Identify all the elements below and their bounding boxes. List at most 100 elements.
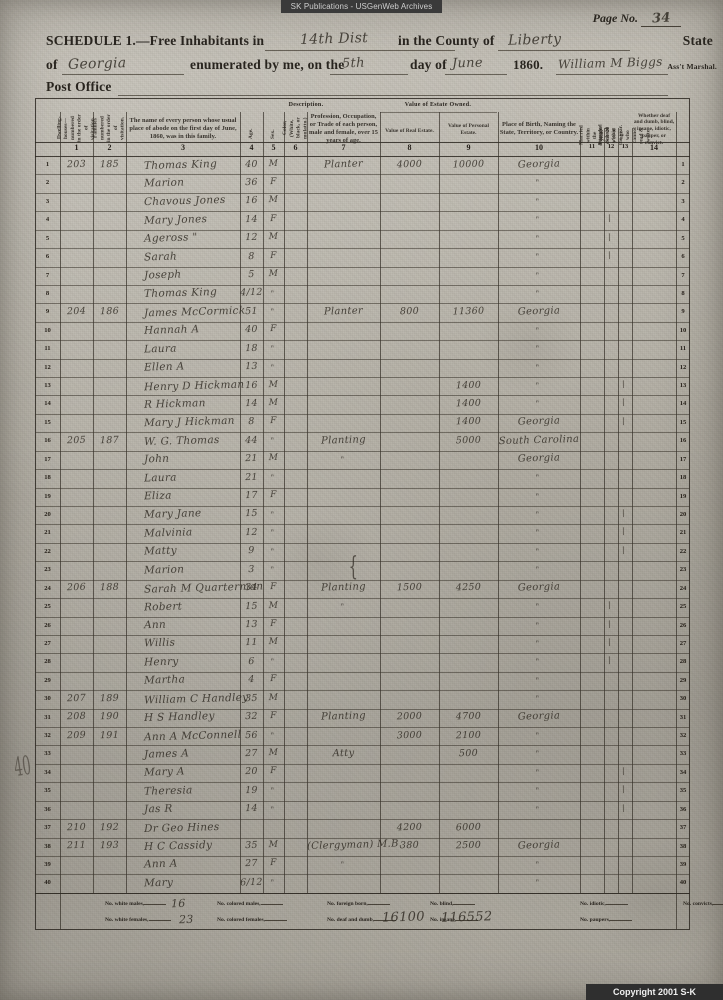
- watermark-bottom: Copyright 2001 S-K Publications: [586, 984, 723, 1000]
- column-header-2: Families numbered in the order of visita…: [92, 114, 126, 142]
- cell-3: Jas R: [143, 802, 173, 816]
- colnum-bottom-rule: [35, 156, 690, 157]
- column-number-3: 3: [181, 143, 185, 152]
- column-number-9: 9: [466, 143, 471, 152]
- cell-8: 1500: [396, 581, 423, 594]
- cell-4: 8: [248, 416, 255, 428]
- row-number: 1: [681, 161, 685, 168]
- row-number: 37: [679, 824, 687, 832]
- cell-5: M: [268, 268, 279, 280]
- cell-9: 2500: [455, 839, 482, 852]
- marshal-label: Ass't Marshal.: [667, 62, 717, 71]
- footer-idiotic-label: No. idiotic,: [580, 901, 606, 907]
- row-number: 39: [679, 860, 687, 868]
- column-header-10: Place of Birth, Naming the State, Territ…: [499, 121, 579, 136]
- row-divider: [35, 708, 690, 710]
- cell-10: Georgia: [517, 157, 561, 171]
- cell-2: 190: [99, 710, 120, 723]
- schedule-title: —Free Inhabitants in: [135, 33, 265, 48]
- day-value: 5th: [341, 55, 365, 72]
- row-number: 40: [44, 879, 51, 887]
- county-label: in the County of: [398, 33, 495, 48]
- row-number: 7: [681, 271, 685, 279]
- row-divider: [35, 229, 690, 231]
- row-divider: [35, 358, 690, 360]
- cell-8: 800: [399, 305, 420, 318]
- cell-4: 17: [244, 489, 258, 502]
- cell-4: 44: [244, 434, 258, 446]
- cell-3: W. G. Thomas: [143, 433, 220, 448]
- cell-7: Atty: [332, 747, 355, 760]
- footer-colored-females-label: No. colored females,: [217, 917, 266, 923]
- footer-deaf-dumb-blank: [374, 920, 397, 921]
- cell-5: F: [270, 489, 277, 501]
- cell-2: 193: [99, 839, 120, 852]
- cell-8: 4200: [396, 821, 423, 833]
- cell-4: 36: [244, 176, 258, 189]
- row-number: 30: [44, 695, 51, 703]
- cell-3: Matty: [143, 544, 178, 558]
- cell-1: 206: [66, 581, 87, 594]
- cell-3: Willis: [143, 636, 176, 650]
- column-divider: [632, 128, 633, 893]
- cell-7: (Clergyman) M.B.: [306, 838, 403, 853]
- row-number: 5: [45, 234, 50, 242]
- cell-3: Theresia: [143, 784, 193, 798]
- cell-5: F: [270, 213, 277, 224]
- row-number: 34: [44, 768, 51, 776]
- row-number: 17: [44, 455, 51, 463]
- month-blank: [445, 74, 507, 75]
- cell-7: Planting: [320, 581, 367, 594]
- cell-5: M: [268, 379, 279, 390]
- footer-foreign-born-label: No. foreign born,: [327, 901, 368, 907]
- cell-4: 21: [244, 453, 258, 465]
- county-value: Liberty: [507, 31, 562, 49]
- cell-1: 205: [66, 434, 87, 447]
- column-number-8: 8: [407, 143, 412, 152]
- row-number: 33: [679, 750, 687, 758]
- row-divider: [35, 671, 690, 673]
- cell-3: Eliza: [143, 489, 172, 503]
- row-divider: [35, 800, 690, 802]
- cell-3: James A: [143, 747, 190, 761]
- row-divider: [35, 303, 690, 305]
- profession-brace: {: [348, 552, 358, 582]
- row-divider: [35, 413, 690, 415]
- cell-5: F: [270, 618, 277, 630]
- cell-4: 3: [248, 563, 255, 575]
- row-number: 36: [44, 805, 51, 813]
- row-number: 19: [679, 492, 687, 500]
- page-number-label: Page No.: [592, 11, 638, 25]
- cell-3: Marion: [143, 176, 185, 190]
- column-header-3: The name of every person whose usual pla…: [129, 117, 237, 140]
- cell-4: 15: [244, 600, 258, 612]
- row-number: 30: [679, 695, 687, 703]
- cell-10: South Carolina: [498, 433, 580, 447]
- cell-5: M: [268, 195, 279, 206]
- row-number: 24: [44, 584, 51, 592]
- footer-white-females-value: 23: [178, 912, 194, 927]
- row-number: 18: [679, 474, 687, 482]
- cell-5: M: [268, 158, 279, 169]
- cell-4: 27: [244, 747, 258, 760]
- row-number: 10: [679, 326, 687, 334]
- cell-9: 5000: [455, 434, 482, 447]
- cell-3: Ageross ": [143, 231, 198, 245]
- cell-3: Laura: [143, 342, 177, 356]
- cell-3: Marion: [143, 563, 185, 577]
- column-divider: [60, 112, 61, 930]
- column-number-1: 1: [74, 143, 79, 152]
- row-number: 24: [679, 584, 687, 592]
- cell-4: 40: [244, 158, 258, 170]
- column-divider: [439, 112, 440, 893]
- cell-4: 18: [244, 342, 258, 354]
- row-divider: [35, 727, 690, 729]
- cell-3: Ann: [143, 618, 167, 632]
- cell-1: 208: [66, 710, 87, 723]
- cell-4: 4/12: [240, 287, 263, 299]
- cell-5: F: [270, 766, 277, 777]
- margin-annotation: 40: [12, 750, 33, 784]
- row-number: 37: [44, 824, 51, 832]
- column-divider: [307, 112, 308, 893]
- cell-7: Planter: [323, 157, 364, 171]
